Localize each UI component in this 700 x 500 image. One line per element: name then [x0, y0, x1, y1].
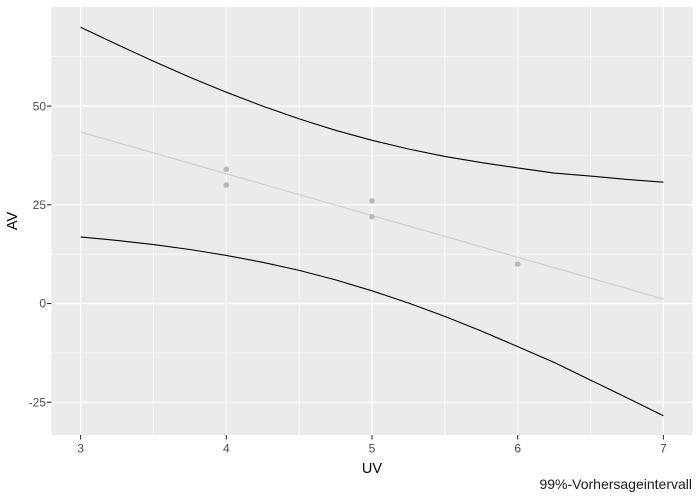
prediction-lower-curve — [80, 236, 664, 417]
data-point — [369, 213, 375, 220]
y-tick-label: 25 — [33, 198, 47, 212]
x-tick-label: 4 — [223, 442, 230, 456]
y-tick-label: 0 — [39, 297, 46, 311]
data-point — [514, 261, 521, 267]
x-tick-label: 3 — [77, 442, 84, 456]
data-point — [223, 182, 230, 188]
x-tick-label: 5 — [369, 442, 376, 456]
plot-caption: 99%-Vorhersageintervall — [539, 476, 692, 492]
y-tick-label: -25 — [29, 395, 47, 409]
x-axis-title: UV — [361, 461, 383, 477]
y-tick-label: 50 — [33, 99, 47, 113]
y-axis-title: AV — [5, 211, 21, 231]
data-point — [369, 198, 375, 204]
x-tick-label: 6 — [514, 442, 521, 456]
data-point — [223, 166, 230, 173]
prediction-upper-curve — [80, 26, 664, 183]
x-tick-label: 7 — [660, 442, 667, 456]
